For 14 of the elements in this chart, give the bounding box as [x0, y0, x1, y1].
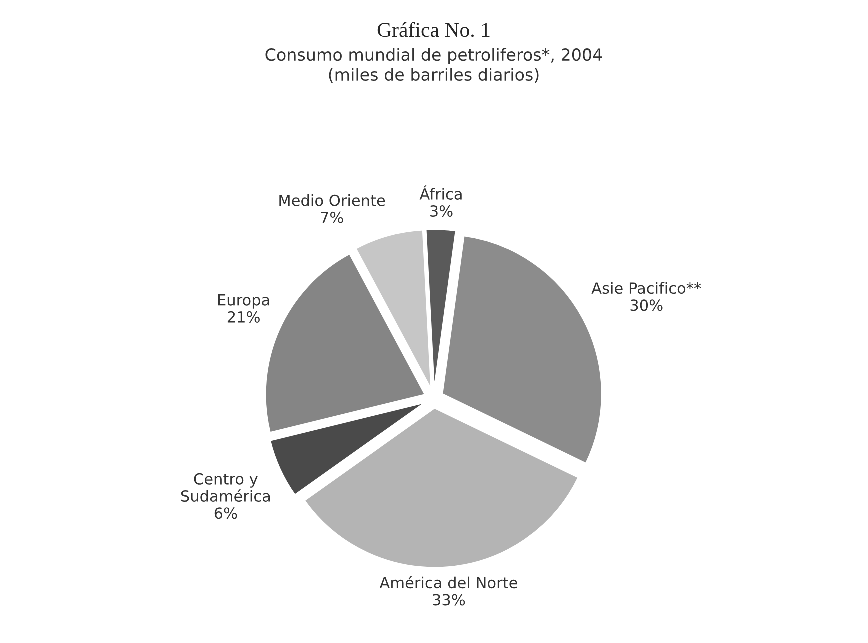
data-label: 30%: [630, 300, 663, 312]
data-label: 3%: [430, 206, 453, 218]
data-label: 21%: [228, 311, 260, 323]
slice-label: África: [420, 186, 462, 200]
slice-label: Medio Oriente: [280, 194, 386, 206]
chart-subtitle: Consumo mundial de petroliferos*, 2004 (miles de barriles diarios): [266, 48, 602, 84]
chart-title: Gráfica No. 1: [378, 22, 490, 38]
slice-label: América del Norte: [380, 576, 518, 589]
data-label: 6%: [214, 508, 238, 520]
slice-label: Asie Pacifico**: [592, 282, 702, 294]
slice-label: Centro y Sudamérica: [181, 473, 270, 502]
data-label: 33%: [433, 594, 466, 606]
slice-label: Europa: [218, 294, 270, 309]
data-label: 7%: [321, 212, 344, 224]
